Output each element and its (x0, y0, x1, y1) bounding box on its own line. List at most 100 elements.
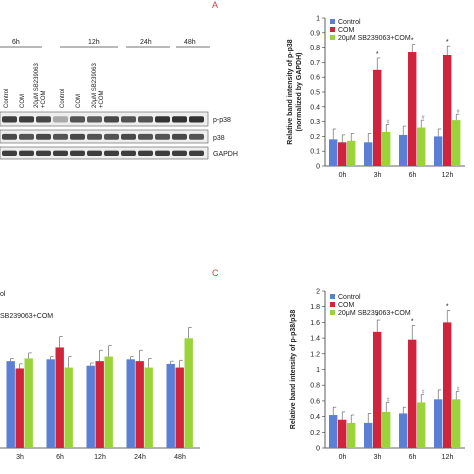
significance-star: * (376, 313, 379, 320)
legend-label: Control (338, 294, 361, 301)
blot-lane-label: +COM (41, 90, 47, 108)
legend-swatch (330, 302, 335, 307)
blot-band (189, 116, 204, 123)
blot-band (19, 116, 34, 123)
bar-partial (166, 363, 175, 448)
western-blot-image (0, 111, 209, 160)
bar-20-m-sb239063-com (452, 120, 461, 166)
significance-star: * (411, 38, 414, 45)
bar-20-m-sb239063-com (347, 422, 356, 448)
y-tick-label: 0.8 (310, 383, 320, 390)
blot-band (155, 133, 170, 140)
y-tick-label: 1 (316, 367, 320, 374)
significance-star: * (446, 304, 449, 311)
blot-band (70, 133, 85, 140)
partial-legend-inhibitor: SB239063+COM (0, 313, 53, 320)
x-tick-label: 48h (174, 454, 186, 461)
bar-partial (46, 359, 55, 448)
blot-time-48h: 48h (184, 39, 196, 46)
significance-hash: # (387, 120, 390, 126)
x-tick-label: 12h (94, 454, 106, 461)
blot-band (121, 150, 136, 156)
bar-control (364, 422, 373, 448)
bar-20-m-sb239063-com (382, 411, 391, 448)
significance-star: * (411, 319, 414, 326)
legend-label: COM (338, 302, 355, 309)
partial-legend-control: ol (0, 291, 6, 298)
blot-lane-label: COM (76, 94, 82, 108)
blot-lane-label: COM (20, 94, 26, 108)
x-tick-label: 12h (442, 172, 454, 179)
blot-band (172, 116, 187, 123)
blot-time-6h: 6h (12, 39, 20, 46)
blot-band (104, 150, 119, 156)
blot-band (2, 133, 17, 140)
blot-band-label-p38: p38 (213, 135, 225, 142)
blot-band (121, 116, 136, 123)
significance-hash: # (422, 115, 425, 121)
bar-control (434, 136, 443, 166)
y-axis-label-line: (normalized by GAPDH) (296, 53, 303, 132)
x-tick-label: 6h (409, 454, 417, 461)
legend-swatch (330, 19, 335, 24)
legend-label: 20μM SB239063+COM (338, 35, 411, 42)
y-tick-label: 1.4 (310, 336, 320, 343)
legend-label: Control (338, 19, 361, 26)
y-tick-label: 0.7 (310, 60, 320, 67)
blot-band (172, 133, 187, 140)
bar-partial (184, 338, 193, 448)
blot-lane-label: +COM (99, 90, 105, 108)
y-tick-label: 0.9 (310, 30, 320, 37)
blot-time-24h: 24h (140, 39, 152, 46)
bar-partial (64, 367, 73, 448)
x-tick-label: 6h (409, 172, 417, 179)
bar-com (373, 331, 382, 448)
panel-letter-c: C (212, 268, 219, 278)
blot-band (87, 133, 102, 140)
blot-band (53, 116, 68, 123)
significance-star: * (446, 39, 449, 46)
panel-letter-a: A (212, 0, 218, 10)
bar-control (329, 139, 338, 166)
y-tick-label: 0.3 (310, 119, 320, 126)
significance-hash: # (387, 397, 390, 403)
bar-com (443, 322, 452, 448)
y-tick-label: 2 (316, 289, 320, 296)
y-tick-label: 0.1 (310, 149, 320, 156)
legend-swatch (330, 27, 335, 32)
blot-band (138, 150, 153, 156)
bar-com (408, 52, 417, 166)
blot-band (53, 150, 68, 156)
bar-control (399, 413, 408, 448)
blot-band (87, 150, 102, 156)
bar-control (329, 415, 338, 448)
bar-partial (175, 367, 184, 448)
blot-lane-labels: Control COM 20μM SB239063 +COM Control COM 20μ… (4, 63, 105, 108)
blot-band (172, 150, 187, 156)
blot-band (2, 116, 17, 123)
x-tick-label: 0h (339, 172, 347, 179)
blot-band (70, 116, 85, 123)
significance-hash: # (422, 390, 425, 396)
y-tick-label: 0.6 (310, 75, 320, 82)
blot-band (19, 133, 34, 140)
x-tick-label: 3h (374, 172, 382, 179)
y-axis-label-line: Relative band intensity of p-p38/p38 (290, 310, 297, 430)
y-tick-label: 1.6 (310, 320, 320, 327)
blot-band (70, 150, 85, 156)
legend-swatch (330, 294, 335, 299)
significance-hash: # (457, 109, 460, 115)
bar-20-m-sb239063-com (417, 127, 426, 166)
blot-band (104, 116, 119, 123)
bar-20-m-sb239063-com (452, 399, 461, 448)
blot-band (36, 116, 51, 123)
y-axis-label: Relative band intensity of p-p38 (normali… (287, 39, 303, 145)
legend-swatch (330, 310, 335, 315)
blot-band (155, 150, 170, 156)
blot-band-label-pp38: p-p38 (213, 117, 231, 124)
blot-band (121, 133, 136, 140)
blot-band (189, 133, 204, 140)
y-tick-label: 0.4 (310, 414, 320, 421)
y-tick-label: 1 (316, 16, 320, 23)
